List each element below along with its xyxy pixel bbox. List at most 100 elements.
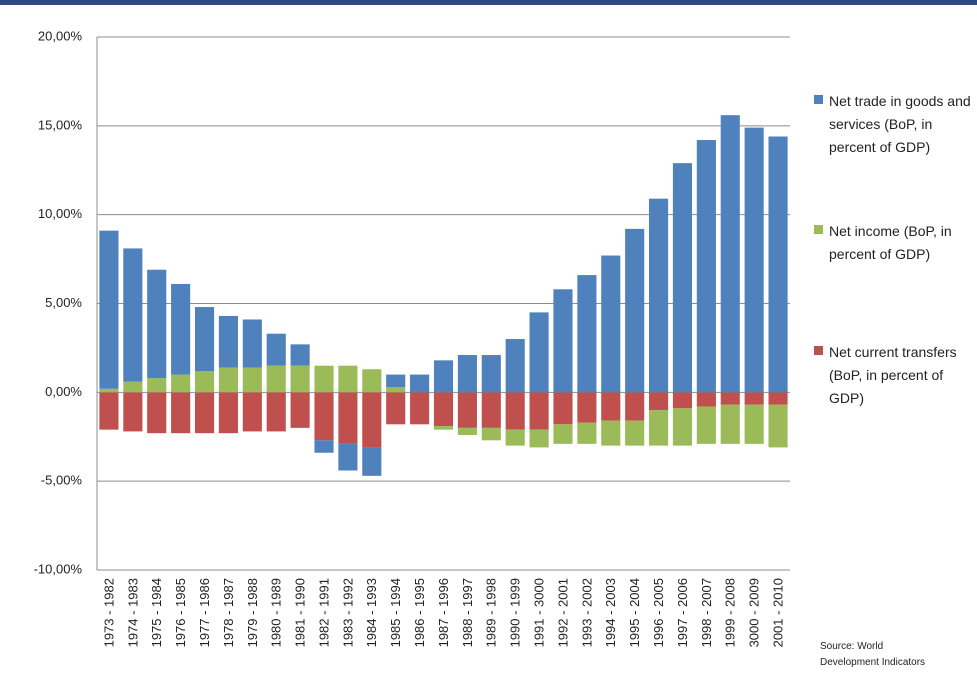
bar xyxy=(768,136,788,393)
bar xyxy=(290,365,310,393)
bar xyxy=(194,392,215,434)
x-tick-label: 1999 - 2008 xyxy=(723,578,738,647)
x-tick-label: 1991 - 3000 xyxy=(532,578,547,647)
x-tick-label: 1996 - 2005 xyxy=(651,578,666,647)
bar xyxy=(672,163,693,393)
x-tick-label: 1981 - 1990 xyxy=(293,578,308,647)
y-tick-label: 5,00% xyxy=(45,295,82,310)
bar xyxy=(696,406,716,444)
x-tick-label: 1976 - 1985 xyxy=(173,578,188,647)
bar xyxy=(218,367,238,393)
y-tick-label: 10,00% xyxy=(38,206,83,221)
bar xyxy=(99,230,119,389)
bar xyxy=(720,392,740,405)
bar xyxy=(338,392,358,444)
legend-label: Net trade in goods and services (BoP, in… xyxy=(829,93,971,155)
bar xyxy=(744,404,764,444)
bar xyxy=(457,427,477,435)
bar xyxy=(362,447,382,476)
bar xyxy=(768,404,788,448)
legend-label: Net income (BoP, in percent of GDP) xyxy=(829,223,952,262)
bar xyxy=(457,355,477,393)
bar xyxy=(577,422,597,444)
bar xyxy=(314,440,334,453)
bar xyxy=(744,392,764,405)
x-tick-label: 1974 - 1983 xyxy=(125,578,140,647)
bar xyxy=(171,283,191,375)
bar xyxy=(194,371,215,393)
bar xyxy=(720,404,740,444)
bar xyxy=(672,408,693,446)
bar xyxy=(242,392,262,432)
y-tick-label: -5,00% xyxy=(41,473,83,488)
legend-item: Net current transfers (BoP, in percent o… xyxy=(814,341,974,410)
x-tick-label: 1978 - 1987 xyxy=(221,578,236,647)
legend-item: Net trade in goods and services (BoP, in… xyxy=(814,90,974,159)
bar xyxy=(386,387,406,393)
bar xyxy=(266,392,286,432)
bar xyxy=(433,392,454,427)
bar xyxy=(481,355,501,393)
x-tick-label: 1980 - 1989 xyxy=(269,578,284,647)
bar xyxy=(147,269,167,379)
bar xyxy=(529,312,549,393)
bar xyxy=(171,392,191,434)
x-tick-label: 1998 - 2007 xyxy=(699,578,714,647)
bar xyxy=(553,392,573,425)
bar xyxy=(290,392,310,428)
bar xyxy=(601,420,621,446)
bar xyxy=(696,392,716,407)
legend-swatch xyxy=(814,346,823,355)
x-tick-label: 1994 - 2003 xyxy=(603,578,618,647)
x-tick-label: 1988 - 1997 xyxy=(460,578,475,647)
bar xyxy=(672,392,693,409)
bar xyxy=(362,392,382,448)
x-tick-label: 1983 - 1992 xyxy=(340,578,355,647)
bar xyxy=(123,392,143,432)
x-tick-label: 2001 - 2010 xyxy=(770,578,785,647)
bar xyxy=(649,392,669,411)
y-tick-label: 20,00% xyxy=(38,28,83,43)
bar xyxy=(147,378,167,393)
bar xyxy=(314,365,334,393)
bar xyxy=(410,392,430,425)
bar xyxy=(386,392,406,425)
bar xyxy=(242,319,262,368)
bar xyxy=(720,115,740,393)
legend-label: Net current transfers (BoP, in percent o… xyxy=(829,344,957,406)
bar xyxy=(194,307,215,372)
x-tick-label: 3000 - 2009 xyxy=(747,578,762,647)
bar xyxy=(338,443,358,471)
x-tick-label: 1992 - 2001 xyxy=(555,578,570,647)
x-tick-label: 1984 - 1993 xyxy=(364,578,379,647)
bar xyxy=(242,367,262,393)
bar xyxy=(386,374,406,388)
x-tick-label: 1975 - 1984 xyxy=(149,578,164,647)
x-tick-label: 1995 - 2004 xyxy=(627,578,642,647)
bar xyxy=(768,392,788,405)
x-tick-label: 1982 - 1991 xyxy=(316,578,331,647)
bar xyxy=(218,315,238,368)
bar xyxy=(433,426,454,430)
bar xyxy=(529,392,549,430)
bar xyxy=(529,429,549,448)
legend-swatch xyxy=(814,225,823,234)
x-tick-label: 1989 - 1998 xyxy=(484,578,499,647)
x-tick-label: 1990 - 1999 xyxy=(508,578,523,647)
bar xyxy=(410,374,430,393)
bar xyxy=(649,198,669,393)
bar xyxy=(696,140,716,393)
bar xyxy=(433,360,454,393)
bar xyxy=(171,374,191,393)
bar xyxy=(457,392,477,428)
bar xyxy=(505,339,525,393)
bar xyxy=(314,392,334,441)
bar xyxy=(577,275,597,393)
bar xyxy=(99,392,119,430)
bar xyxy=(577,392,597,423)
y-tick-label: -10,00% xyxy=(34,561,83,576)
bar xyxy=(147,392,167,434)
bar xyxy=(123,381,143,393)
x-tick-label: 1997 - 2006 xyxy=(675,578,690,647)
